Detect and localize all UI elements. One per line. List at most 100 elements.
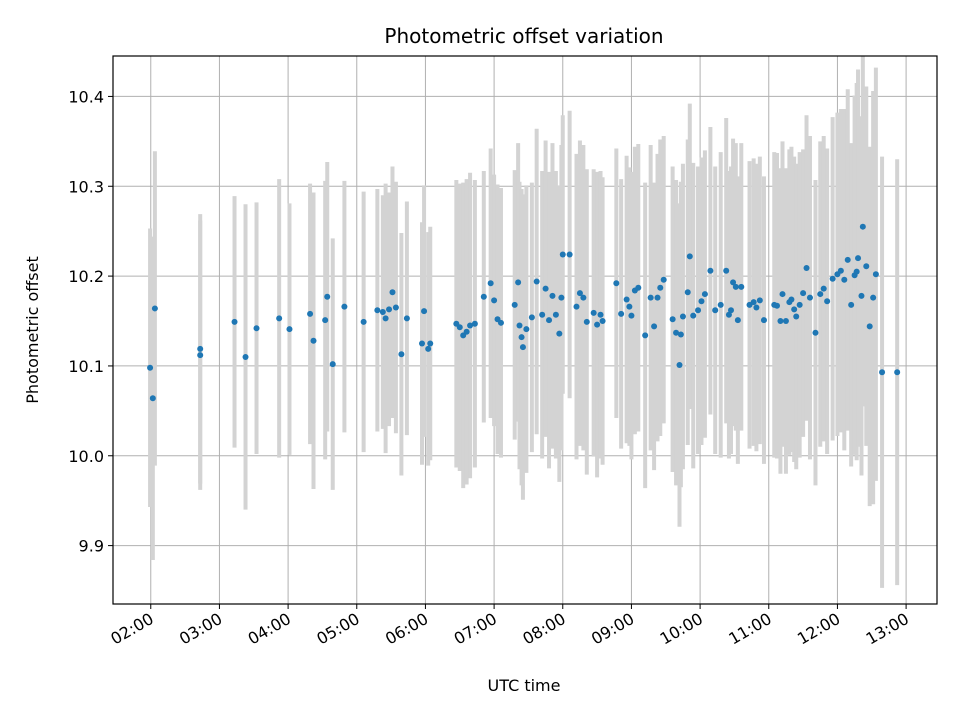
y-tick-label: 10.3 [68, 177, 104, 196]
data-point [580, 294, 587, 301]
data-point [698, 298, 705, 305]
data-point [660, 276, 667, 283]
data-point [528, 314, 535, 321]
data-point [870, 294, 877, 301]
data-point [669, 316, 676, 323]
data-point [456, 324, 463, 331]
data-point [894, 369, 901, 376]
x-tick-label: 13:00 [863, 609, 912, 649]
data-point [707, 267, 714, 274]
data-point [552, 311, 559, 318]
data-point [774, 302, 781, 309]
data-point [392, 304, 399, 311]
data-point [829, 275, 836, 282]
data-point [618, 310, 625, 317]
data-point [844, 256, 851, 263]
data-point [848, 301, 855, 308]
data-point [782, 318, 789, 325]
data-point [151, 305, 158, 312]
data-point [717, 301, 724, 308]
data-point [379, 309, 386, 316]
data-point [310, 337, 317, 344]
data-point [147, 364, 154, 371]
data-point [777, 318, 784, 325]
data-point [421, 308, 428, 315]
data-point [516, 322, 523, 329]
data-point [673, 329, 680, 336]
data-point [853, 268, 860, 275]
data-point [626, 303, 633, 310]
data-point [628, 312, 635, 319]
x-tick-label: 11:00 [725, 609, 774, 649]
y-tick-label: 10.0 [68, 447, 104, 466]
data-point [231, 318, 238, 325]
data-point [690, 312, 697, 319]
x-tick-label: 06:00 [382, 609, 431, 649]
data-point [197, 345, 204, 352]
data-point [425, 345, 432, 352]
x-tick-label: 03:00 [176, 609, 225, 649]
data-point [788, 296, 795, 303]
y-tick-label: 9.9 [79, 537, 104, 556]
data-point [866, 323, 873, 330]
data-point [389, 289, 396, 296]
data-point [779, 291, 786, 298]
data-point [623, 296, 630, 303]
data-point [738, 283, 745, 290]
x-tick-label: 12:00 [794, 609, 843, 649]
data-point [858, 292, 865, 299]
data-point [463, 328, 470, 335]
data-point [796, 301, 803, 308]
y-axis-label: Photometric offset [23, 256, 42, 404]
data-point [487, 280, 494, 287]
data-point [753, 304, 760, 311]
data-point [590, 309, 597, 316]
data-point [824, 298, 831, 305]
data-point [549, 292, 556, 299]
x-tick-label: 02:00 [107, 609, 156, 649]
data-point [820, 285, 827, 292]
data-points [147, 223, 901, 402]
data-point [732, 283, 739, 290]
data-point [647, 294, 654, 301]
data-point [599, 318, 606, 325]
data-point [566, 251, 573, 258]
x-tick-label: 05:00 [313, 609, 362, 649]
data-point [253, 325, 260, 332]
data-point [467, 322, 474, 329]
data-point [307, 310, 314, 317]
data-point [286, 326, 293, 333]
y-tick-label: 10.2 [68, 267, 104, 286]
data-point [725, 311, 732, 318]
data-point [329, 361, 336, 368]
x-tick-label: 07:00 [451, 609, 500, 649]
data-point [855, 255, 862, 262]
data-point [497, 319, 504, 326]
x-tick-label: 10:00 [657, 609, 706, 649]
data-point [760, 317, 767, 324]
data-point [539, 311, 546, 318]
data-point [613, 280, 620, 287]
data-point [242, 353, 249, 360]
data-point [360, 318, 367, 325]
data-point [511, 301, 518, 308]
data-point [676, 362, 683, 369]
chart-title: Photometric offset variation [384, 24, 663, 48]
x-axis-label: UTC time [488, 676, 561, 695]
data-point [859, 223, 866, 230]
data-point [803, 265, 810, 272]
data-point [657, 284, 664, 291]
data-point [403, 315, 410, 322]
data-point [712, 307, 719, 314]
x-tick-label: 08:00 [519, 609, 568, 649]
data-point [841, 276, 848, 283]
data-point [654, 294, 661, 301]
x-tick-label: 09:00 [588, 609, 637, 649]
data-point [322, 317, 329, 324]
data-point [695, 307, 702, 314]
data-point [679, 313, 686, 320]
data-point [677, 331, 684, 338]
data-point [386, 306, 393, 313]
data-point [542, 285, 549, 292]
